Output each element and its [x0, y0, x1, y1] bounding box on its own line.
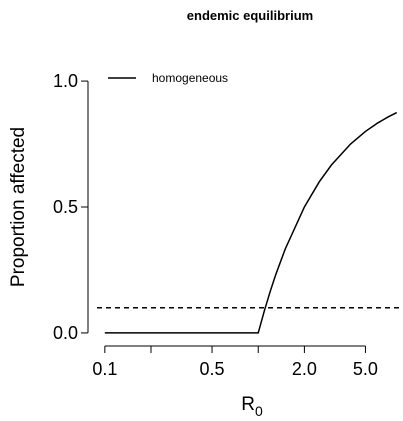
x-tick-label: 0.1	[92, 359, 117, 379]
x-axis-label-sub: 0	[255, 403, 263, 419]
x-axis-label-base: R	[241, 394, 255, 415]
y-tick-label: 1.0	[53, 71, 78, 91]
y-tick-label: 0.5	[53, 197, 78, 217]
series-line	[104, 111, 398, 334]
legend-label: homogeneous	[152, 71, 228, 85]
y-tick-label: 0.0	[53, 323, 78, 343]
x-axis-label: R0	[241, 394, 263, 419]
y-axis-label: Proportion affected	[8, 127, 29, 287]
chart-title: endemic equilibrium	[187, 8, 313, 23]
x-tick-label: 0.5	[200, 359, 225, 379]
x-tick-label: 5.0	[353, 359, 378, 379]
x-tick-label: 2.0	[292, 359, 317, 379]
